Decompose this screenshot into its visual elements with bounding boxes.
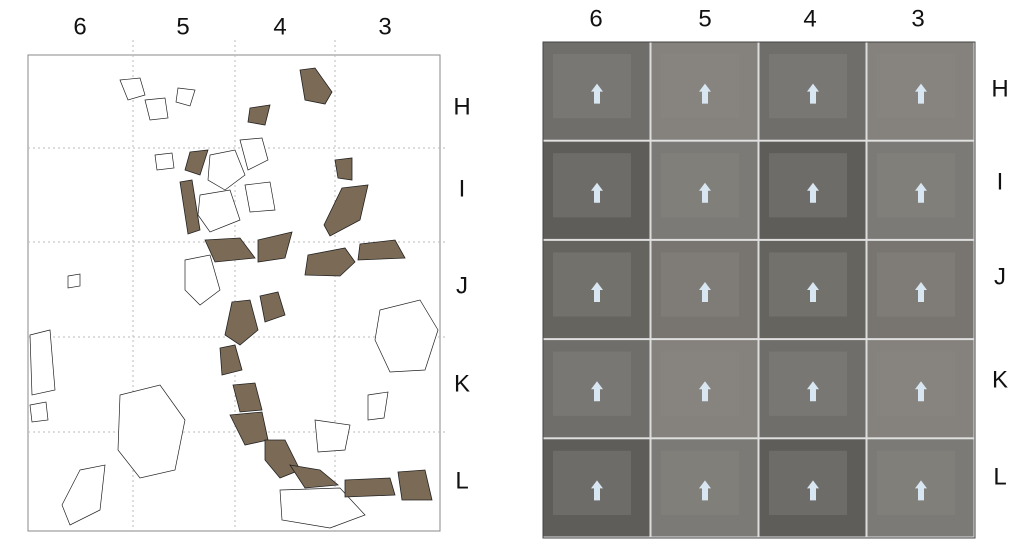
column-label: 4 bbox=[803, 5, 816, 32]
photo-texture bbox=[661, 252, 739, 316]
row-label: H bbox=[991, 75, 1008, 102]
row-label: L bbox=[993, 463, 1006, 490]
column-label: 6 bbox=[73, 13, 86, 40]
photo-texture bbox=[769, 252, 847, 316]
photo-texture bbox=[877, 451, 955, 515]
column-label: 4 bbox=[273, 13, 286, 40]
row-label: I bbox=[997, 168, 1004, 195]
rock bbox=[245, 182, 275, 212]
row-label: L bbox=[455, 467, 468, 494]
rock bbox=[315, 420, 350, 452]
rock bbox=[155, 153, 174, 170]
row-label: K bbox=[992, 366, 1008, 393]
photo-texture bbox=[769, 352, 847, 416]
row-label: J bbox=[994, 263, 1006, 290]
photo-texture bbox=[877, 352, 955, 416]
row-label: J bbox=[456, 272, 468, 299]
rock bbox=[30, 402, 48, 422]
rock bbox=[68, 274, 80, 288]
stone bbox=[335, 158, 352, 180]
figure: 6 5 4 3 H I J K L 6 5 4 3 H I J K L bbox=[0, 0, 1016, 540]
column-label: 5 bbox=[698, 5, 711, 32]
column-label: 3 bbox=[911, 5, 924, 32]
row-label: K bbox=[454, 370, 470, 397]
page: 6 5 4 3 H I J K L 6 5 4 3 H I J K L (() … bbox=[0, 0, 1016, 545]
photo-texture bbox=[769, 54, 847, 118]
row-label: H bbox=[453, 93, 470, 120]
photo-texture bbox=[553, 352, 631, 416]
photo-texture bbox=[553, 153, 631, 217]
stone bbox=[345, 478, 395, 497]
photo-texture bbox=[661, 153, 739, 217]
photo-mosaic bbox=[543, 42, 975, 538]
photo-texture bbox=[661, 352, 739, 416]
photo-texture bbox=[661, 451, 739, 515]
column-label: 6 bbox=[589, 5, 602, 32]
photo-texture bbox=[553, 54, 631, 118]
photo-texture bbox=[769, 153, 847, 217]
column-label: 3 bbox=[378, 13, 391, 40]
row-label: I bbox=[459, 175, 466, 202]
photo-texture bbox=[553, 451, 631, 515]
plan-frame bbox=[28, 55, 440, 531]
photo-texture bbox=[769, 451, 847, 515]
photo-texture bbox=[877, 54, 955, 118]
photo-texture bbox=[553, 252, 631, 316]
photo-texture bbox=[877, 153, 955, 217]
photo-texture bbox=[877, 252, 955, 316]
column-label: 5 bbox=[176, 13, 189, 40]
photo-texture bbox=[661, 54, 739, 118]
